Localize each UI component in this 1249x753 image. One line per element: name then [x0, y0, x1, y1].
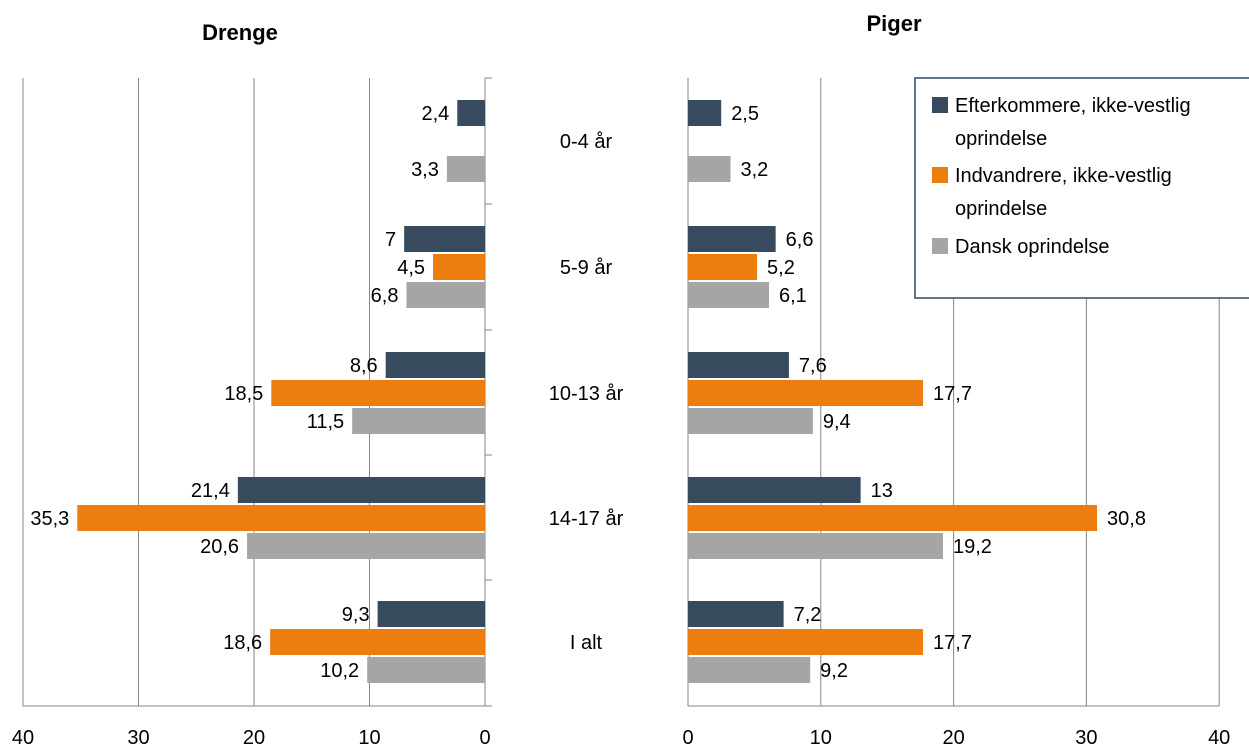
bar-piger-efterkommere-4 — [688, 601, 784, 627]
category-label-2: 10-13 år — [549, 383, 624, 405]
data-label-drenge-dansk-2: 11,5 — [307, 411, 344, 433]
data-label-piger-dansk-1: 6,1 — [779, 285, 807, 307]
x-tick-label-piger-30: 30 — [1075, 727, 1097, 748]
legend-label-efterkommere-0: Efterkommere, ikke-vestlig — [955, 95, 1191, 117]
bar-piger-indvandrere-2 — [688, 380, 924, 406]
data-label-piger-efterkommere-4: 7,2 — [794, 604, 822, 626]
data-label-piger-indvandrere-2: 17,7 — [933, 383, 972, 405]
data-label-piger-dansk-2: 9,4 — [823, 411, 851, 433]
legend-label-indvandrere-0: Indvandrere, ikke-vestlig — [955, 165, 1172, 187]
x-tick-label-piger-10: 10 — [810, 727, 832, 748]
data-label-drenge-dansk-1: 6,8 — [371, 285, 399, 307]
bar-drenge-indvandrere-2 — [271, 380, 485, 406]
x-tick-label-drenge-40: 40 — [12, 727, 34, 748]
data-label-piger-indvandrere-3: 30,8 — [1107, 508, 1146, 530]
data-label-drenge-indvandrere-4: 18,6 — [223, 632, 262, 654]
chart-title-piger: Piger — [866, 11, 921, 36]
bar-piger-dansk-1 — [688, 282, 770, 308]
x-tick-label-piger-20: 20 — [942, 727, 964, 748]
legend-swatch-dansk — [932, 238, 948, 254]
bar-piger-dansk-0 — [688, 156, 731, 182]
bar-drenge-efterkommere-0 — [457, 100, 485, 126]
legend: Efterkommere, ikke-vestlig oprindelse Indv… — [914, 77, 1249, 299]
legend-box — [914, 77, 1249, 299]
bar-drenge-indvandrere-3 — [77, 505, 485, 531]
bar-drenge-dansk-2 — [352, 408, 485, 434]
bar-drenge-efterkommere-4 — [377, 601, 485, 627]
data-label-piger-indvandrere-1: 5,2 — [767, 257, 795, 279]
data-label-drenge-indvandrere-1: 4,5 — [397, 257, 425, 279]
chart-title-drenge: Drenge — [202, 20, 278, 45]
category-label-0: 0-4 år — [560, 131, 613, 153]
bar-drenge-indvandrere-4 — [270, 629, 485, 655]
category-label-4: I alt — [570, 632, 603, 654]
data-label-piger-efterkommere-0: 2,5 — [731, 103, 759, 125]
data-label-piger-indvandrere-4: 17,7 — [933, 632, 972, 654]
label-layer: 40 30 20 10 0 2,4 7 8,6 21,4 9,3 4,5 18,5 35,3 18,6 3,… — [12, 103, 1230, 749]
category-label-3: 14-17 år — [549, 508, 624, 530]
bar-piger-efterkommere-2 — [688, 352, 789, 378]
x-tick-label-drenge-0: 0 — [479, 727, 490, 748]
data-label-drenge-efterkommere-2: 8,6 — [350, 355, 378, 377]
bar-piger-dansk-4 — [688, 657, 811, 683]
bar-drenge-dansk-4 — [367, 657, 485, 683]
data-label-piger-efterkommere-2: 7,6 — [799, 355, 827, 377]
data-label-piger-efterkommere-1: 6,6 — [786, 229, 814, 251]
bar-drenge-efterkommere-2 — [385, 352, 485, 378]
data-label-drenge-efterkommere-3: 21,4 — [191, 480, 230, 502]
legend-swatch-efterkommere — [932, 97, 948, 113]
data-label-piger-dansk-4: 9,2 — [820, 660, 848, 682]
legend-swatch-indvandrere — [932, 167, 948, 183]
bar-layer — [77, 100, 1098, 683]
data-label-piger-dansk-3: 19,2 — [953, 536, 992, 558]
bar-drenge-dansk-1 — [406, 282, 485, 308]
data-label-piger-efterkommere-3: 13 — [871, 480, 893, 502]
x-tick-label-drenge-20: 20 — [243, 727, 265, 748]
x-tick-label-drenge-10: 10 — [358, 727, 380, 748]
bar-piger-efterkommere-0 — [688, 100, 722, 126]
data-label-drenge-dansk-0: 3,3 — [411, 159, 439, 181]
legend-label-dansk-0: Dansk oprindelse — [955, 236, 1110, 258]
data-label-drenge-dansk-4: 10,2 — [320, 660, 359, 682]
bar-drenge-efterkommere-3 — [237, 477, 485, 503]
bar-piger-dansk-3 — [688, 533, 943, 559]
data-label-drenge-efterkommere-1: 7 — [385, 229, 396, 251]
bar-drenge-dansk-0 — [446, 156, 485, 182]
legend-label-indvandrere-1: oprindelse — [955, 198, 1047, 220]
bar-drenge-efterkommere-1 — [404, 226, 485, 252]
bar-piger-efterkommere-3 — [688, 477, 861, 503]
category-label-1: 5-9 år — [560, 257, 613, 279]
bar-drenge-indvandrere-1 — [433, 254, 485, 280]
x-tick-label-piger-0: 0 — [682, 727, 693, 748]
data-label-piger-dansk-0: 3,2 — [740, 159, 768, 181]
bar-drenge-dansk-3 — [247, 533, 485, 559]
bar-piger-indvandrere-1 — [688, 254, 758, 280]
data-label-drenge-efterkommere-4: 9,3 — [342, 604, 370, 626]
x-tick-label-drenge-30: 30 — [127, 727, 149, 748]
data-label-drenge-efterkommere-0: 2,4 — [421, 103, 449, 125]
legend-label-efterkommere-1: oprindelse — [955, 128, 1047, 150]
data-label-drenge-dansk-3: 20,6 — [200, 536, 239, 558]
bar-piger-indvandrere-3 — [688, 505, 1098, 531]
x-tick-label-piger-40: 40 — [1208, 727, 1230, 748]
bar-piger-efterkommere-1 — [688, 226, 776, 252]
bar-piger-indvandrere-4 — [688, 629, 924, 655]
bar-piger-dansk-2 — [688, 408, 813, 434]
data-label-drenge-indvandrere-3: 35,3 — [30, 508, 69, 530]
data-label-drenge-indvandrere-2: 18,5 — [224, 383, 263, 405]
